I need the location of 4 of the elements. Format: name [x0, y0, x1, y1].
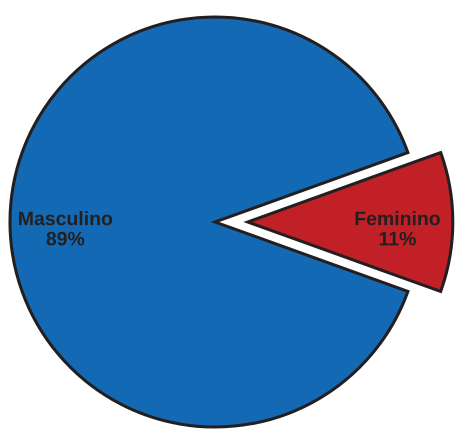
data-label: 89% [46, 232, 84, 246]
data-label: 11% [380, 232, 416, 246]
slice-label: Feminino [356, 211, 440, 226]
slice-label: Masculino [19, 211, 112, 226]
